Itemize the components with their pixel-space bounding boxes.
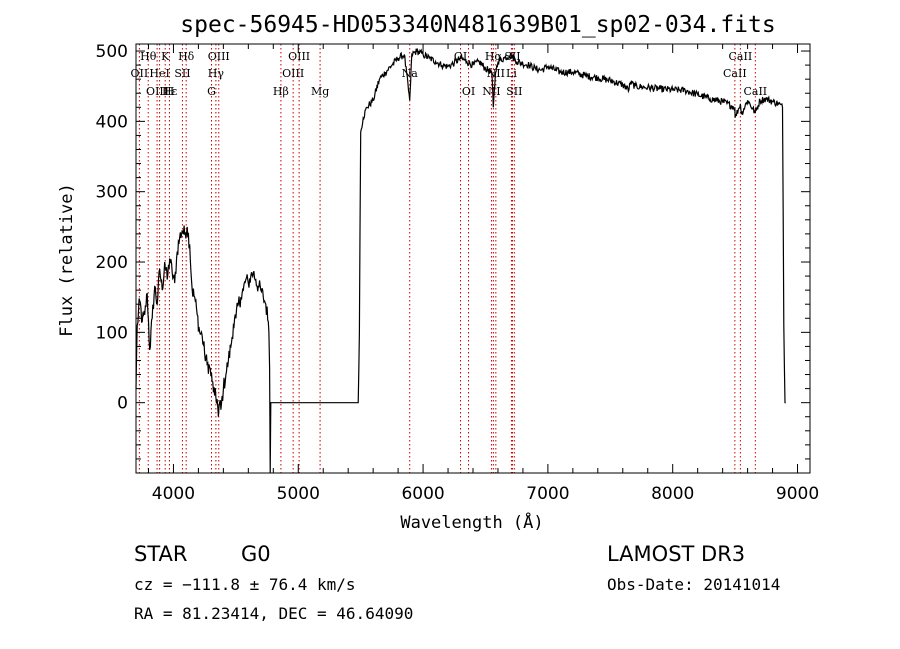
line-label: CaII <box>743 85 767 98</box>
line-label: SII <box>174 67 190 80</box>
line-label: HeI <box>149 67 169 80</box>
line-label: H <box>165 85 175 98</box>
y-tick-label: 100 <box>96 323 128 343</box>
line-label: Hβ <box>273 85 289 98</box>
line-label: OIII <box>146 85 168 98</box>
x-tick-label: 8000 <box>651 484 694 504</box>
y-tick-label: 400 <box>96 112 128 132</box>
line-label: SII <box>506 85 522 98</box>
y-tick-label: 200 <box>96 253 128 273</box>
y-tick-label: 500 <box>96 42 128 62</box>
line-label: Hθ <box>140 50 157 63</box>
survey-name: LAMOST DR3 <box>607 542 745 566</box>
line-label: OIII <box>282 67 304 80</box>
x-tick-label: 4000 <box>152 484 195 504</box>
object-type: STAR <box>134 542 187 566</box>
y-tick-label: 0 <box>117 394 128 414</box>
line-label: Hγ <box>208 67 225 80</box>
coordinates: RA = 81.23414, DEC = 46.64090 <box>134 604 413 623</box>
line-annotations: Hθ K Hδ OIII OIII OI Hα SII CaII OII HeI SII Hγ OIII N… <box>131 50 768 98</box>
plot-frame <box>135 43 811 474</box>
line-label: Li <box>506 67 517 80</box>
obs-date: Obs-Date: 20141014 <box>607 575 780 594</box>
line-label: OI <box>462 85 475 98</box>
line-label: Na <box>402 67 419 80</box>
redshift-value: cz = −111.8 ± 76.4 km/s <box>134 575 356 594</box>
x-axis-ticks: 4000 5000 6000 7000 8000 9000 <box>147 44 819 504</box>
line-label: K <box>161 50 170 63</box>
line-label: OIII <box>208 50 230 63</box>
chart-title: spec-56945-HD053340N481639B01_sp02-034.f… <box>180 12 775 38</box>
spectrum-line <box>135 47 786 474</box>
line-label: Mg <box>311 85 329 98</box>
x-tick-label: 9000 <box>776 484 819 504</box>
x-axis-label: Wavelength (Å) <box>400 511 543 533</box>
object-subclass: G0 <box>241 542 271 566</box>
x-tick-label: 5000 <box>277 484 320 504</box>
line-label: OIII <box>288 50 310 63</box>
y-axis-ticks: 0 100 200 300 400 500 <box>96 42 810 460</box>
line-label: Hε <box>162 85 178 98</box>
line-label: NII <box>482 85 500 98</box>
line-label: CaII <box>723 67 747 80</box>
x-tick-label: 6000 <box>401 484 444 504</box>
line-label: CaII <box>729 50 753 63</box>
x-tick-label: 7000 <box>526 484 569 504</box>
emission-line-markers <box>138 44 756 473</box>
line-label: Hδ <box>178 50 195 63</box>
y-tick-label: 300 <box>96 183 128 203</box>
y-axis-label: Flux (relative) <box>57 183 77 337</box>
line-label: OII <box>131 67 149 80</box>
line-label: Hα <box>485 50 503 63</box>
line-label: G <box>207 85 216 98</box>
